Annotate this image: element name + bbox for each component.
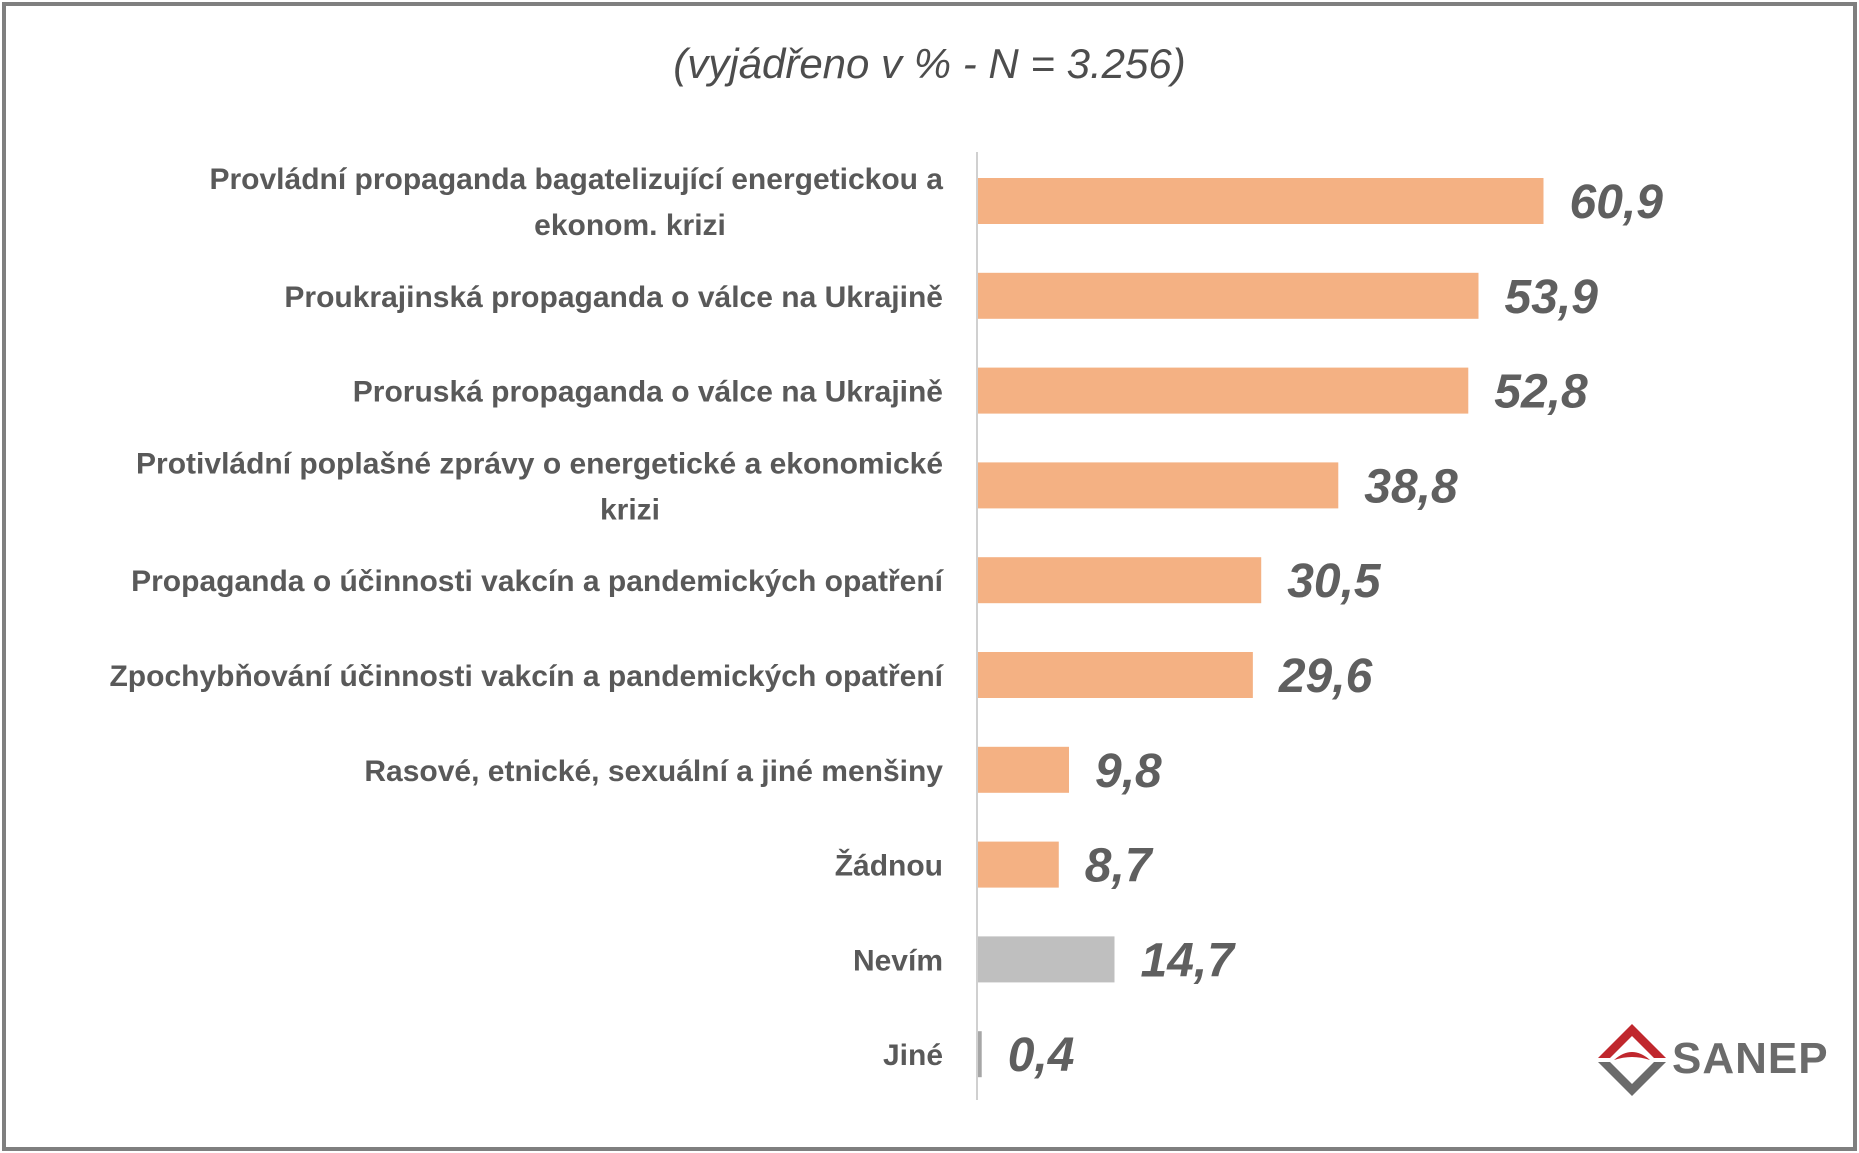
data-label: 30,5 bbox=[1287, 555, 1382, 608]
data-label: 38,8 bbox=[1364, 460, 1458, 513]
category-label: Zpochybňování účinnosti vakcín a pandemi… bbox=[109, 660, 944, 693]
data-label: 9,8 bbox=[1095, 745, 1162, 798]
category-label-line: krizi bbox=[600, 493, 660, 526]
data-label: 29,6 bbox=[1278, 650, 1373, 703]
bar bbox=[978, 272, 1479, 319]
category-label: Propaganda o účinnosti vakcín a pandemic… bbox=[131, 565, 945, 598]
category-label-line: Nevím bbox=[853, 944, 943, 977]
category-label-line: ekonom. krizi bbox=[534, 209, 726, 242]
category-label: Nevím bbox=[853, 944, 943, 977]
category-label: Proukrajinská propaganda o válce na Ukra… bbox=[284, 281, 943, 314]
category-label-line: Provládní propaganda bagatelizující ener… bbox=[209, 163, 943, 196]
chart-subtitle: (vyjádřeno v % - N = 3.256) bbox=[673, 40, 1186, 87]
bar bbox=[978, 367, 1469, 414]
bar bbox=[978, 462, 1339, 509]
category-label-line: Rasové, etnické, sexuální a jiné menšiny bbox=[364, 755, 943, 788]
category-label: Žádnou bbox=[835, 849, 943, 883]
category-label-line: Propaganda o účinnosti vakcín a pandemic… bbox=[131, 565, 945, 598]
bar bbox=[978, 652, 1253, 698]
data-label: 52,8 bbox=[1494, 366, 1588, 419]
bar bbox=[978, 557, 1262, 604]
data-label: 0,4 bbox=[1008, 1029, 1075, 1082]
category-label-line: Žádnou bbox=[835, 849, 943, 883]
data-label: 60,9 bbox=[1570, 176, 1664, 229]
category-label-line: Proukrajinská propaganda o válce na Ukra… bbox=[284, 281, 943, 314]
category-label-line: Jiné bbox=[883, 1039, 943, 1072]
sanep-logo: SANEP bbox=[1592, 1020, 1832, 1100]
category-label: Proruská propaganda o válce na Ukrajině bbox=[353, 376, 943, 409]
category-label-line: Protivládní poplašné zprávy o energetick… bbox=[136, 447, 943, 480]
category-label: Provládní propaganda bagatelizující ener… bbox=[209, 163, 943, 242]
data-label: 8,7 bbox=[1085, 840, 1154, 893]
bar bbox=[978, 178, 1544, 224]
bar bbox=[978, 746, 1069, 793]
category-label-line: Proruská propaganda o válce na Ukrajině bbox=[353, 376, 943, 409]
data-label: 53,9 bbox=[1505, 271, 1599, 324]
sanep-logo-text: SANEP bbox=[1672, 1034, 1829, 1083]
bar bbox=[978, 1031, 982, 1078]
bar bbox=[978, 841, 1059, 888]
sanep-logo-icon bbox=[1598, 1024, 1666, 1096]
category-label-line: Zpochybňování účinnosti vakcín a pandemi… bbox=[109, 660, 944, 693]
bar bbox=[978, 936, 1115, 983]
category-label: Jiné bbox=[883, 1039, 943, 1072]
category-label: Rasové, etnické, sexuální a jiné menšiny bbox=[364, 755, 943, 788]
category-label: Protivládní poplašné zprávy o energetick… bbox=[136, 447, 943, 526]
data-label: 14,7 bbox=[1141, 934, 1237, 987]
